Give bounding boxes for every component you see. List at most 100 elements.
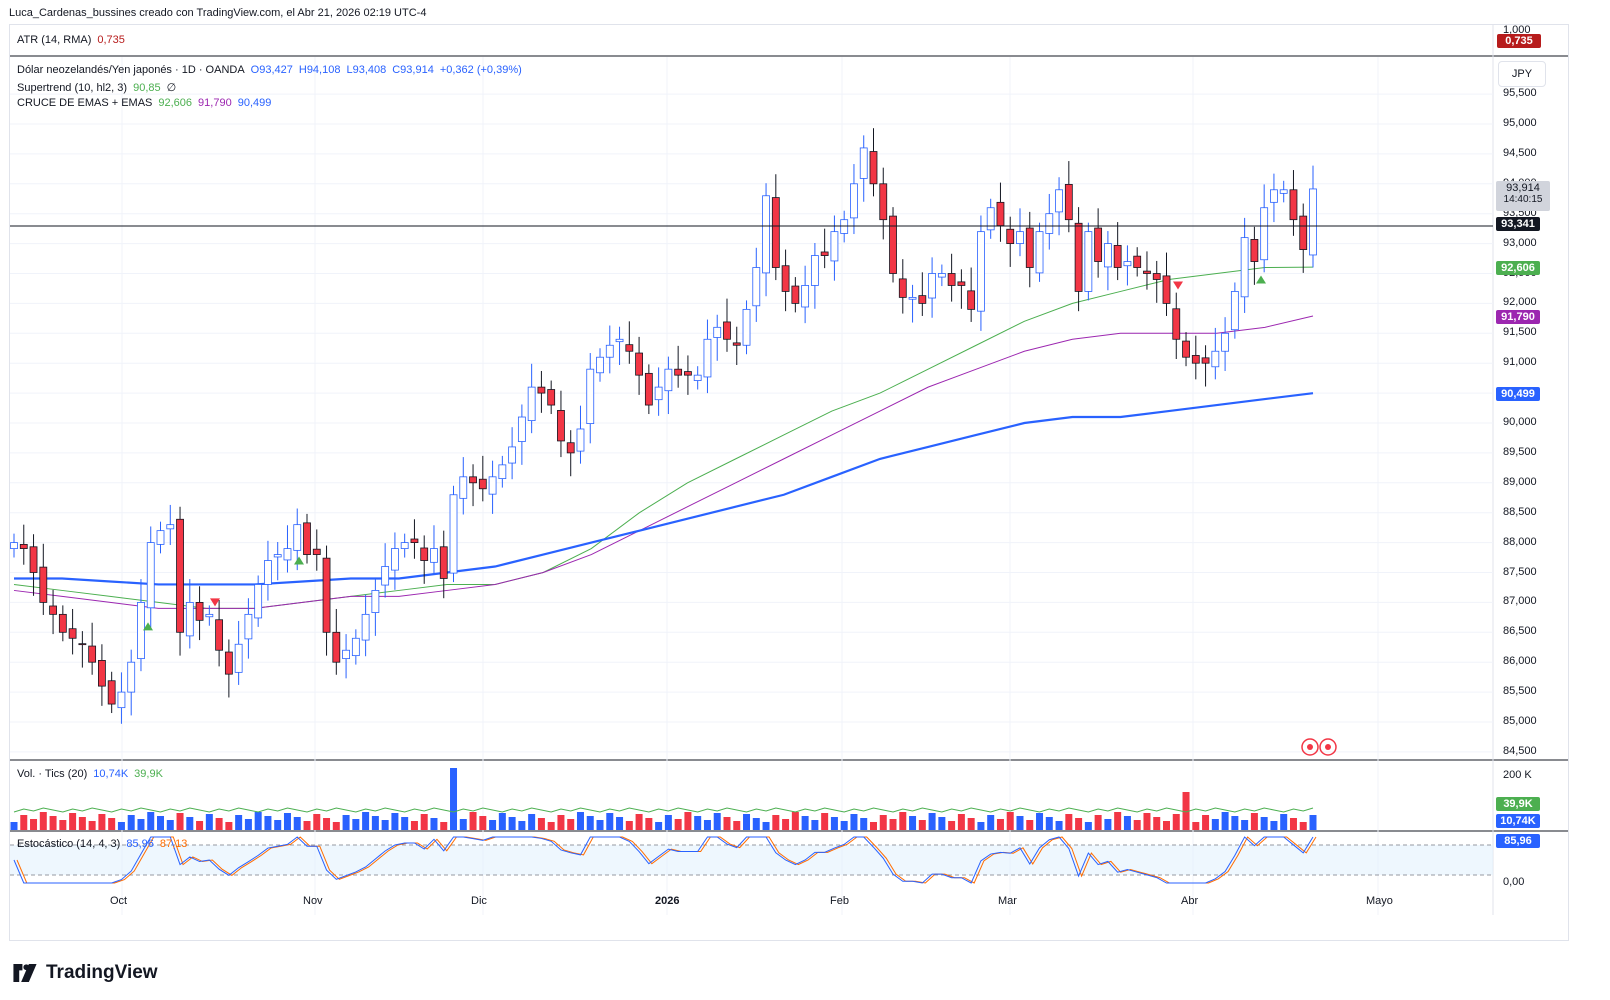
replay-icon[interactable] [1300, 737, 1340, 757]
volume-ma-line [13, 807, 1314, 813]
candle-body [1055, 189, 1063, 213]
price-tick-label: 88,000 [1503, 535, 1537, 548]
candle-body [644, 372, 653, 406]
volume-bar [1006, 812, 1014, 830]
ema-fast-line [13, 266, 1314, 609]
time-tick-label: 2026 [655, 895, 680, 907]
volume-bar [440, 822, 448, 830]
volume-bar [450, 768, 458, 830]
stochastic-legend[interactable]: Estocástico (14, 4, 3) 85,96 87,13 [17, 838, 193, 850]
candle-body [1133, 255, 1142, 268]
volume-bar [303, 821, 311, 830]
candle-body [400, 542, 409, 549]
candle-body [1191, 355, 1200, 364]
volume-bar [108, 818, 116, 830]
volume-bar [938, 817, 946, 830]
volume-bar [1026, 820, 1034, 830]
ema-fast-value: 92,606 [158, 97, 193, 109]
volume-axis-top: 200 K [1503, 769, 1532, 781]
chart-frame [9, 24, 1569, 941]
candle-body [869, 151, 878, 185]
volume-bar [1211, 819, 1219, 830]
price-tick-label: 95,500 [1503, 87, 1537, 100]
candle-body [449, 494, 458, 574]
price-tick-label: 91,000 [1503, 356, 1537, 369]
candle-body [586, 368, 595, 424]
supertrend-value: 90,85 [133, 82, 161, 94]
candle-body [469, 476, 477, 484]
candle-body [1299, 215, 1308, 250]
volume-bar [811, 820, 819, 830]
atr-tag: 0,735 [1497, 34, 1541, 48]
volume-bar [293, 817, 301, 830]
volume-bar [772, 815, 780, 830]
candle-body [1289, 189, 1298, 221]
volume-bar [547, 822, 555, 830]
countdown-timer: 14:40:15 [1503, 194, 1543, 205]
volume-bar [39, 812, 47, 830]
candle-body [205, 613, 214, 618]
volume-bar [616, 817, 624, 830]
last-price-tag: 93,914 14:40:15 [1496, 181, 1550, 211]
volume-bar [98, 814, 106, 830]
candle-body [517, 416, 526, 442]
volume-bar [1045, 817, 1053, 830]
candle-body [762, 195, 770, 274]
hline-price-tag: 93,341 [1496, 217, 1540, 231]
volume-bar [557, 815, 565, 830]
currency-button[interactable]: JPY [1498, 61, 1546, 87]
volume-bar [274, 820, 282, 830]
price-tick-label: 89,500 [1503, 445, 1537, 458]
volume-bar [586, 816, 594, 830]
candle-body [1035, 231, 1044, 274]
tradingview-logo[interactable]: TradingView [10, 962, 158, 984]
price-tick-label: 90,000 [1503, 416, 1537, 428]
volume-legend[interactable]: Vol. · Tics (20) 10,74K 39,9K [17, 768, 169, 780]
volume-bar [889, 819, 897, 830]
candle-body [478, 478, 487, 490]
volume-bar [1172, 814, 1180, 830]
stochastic-d: 87,13 [159, 838, 188, 850]
ohlc-high: H94,108 [298, 64, 341, 76]
candle-body [771, 197, 780, 268]
volume-bar [20, 815, 28, 830]
volume-bar [489, 820, 497, 830]
volume-bar [147, 812, 155, 830]
candle-body [254, 584, 263, 619]
stochastic-d-line [16, 836, 1317, 884]
candle-body [840, 219, 849, 234]
candle-body [566, 442, 575, 454]
emas-legend[interactable]: CRUCE DE EMAS + EMAS 92,606 91,790 90,499 [17, 97, 277, 109]
candle-body [1250, 239, 1259, 262]
supertrend-label: Supertrend (10, hl2, 3) [17, 82, 128, 94]
stochastic-k: 85,96 [126, 838, 154, 850]
atr-legend: ATR (14, RMA) 0,735 [17, 34, 131, 46]
volume-bar [948, 821, 956, 830]
stochastic-band [10, 845, 1493, 875]
volume-tag: 10,74K [1496, 814, 1540, 828]
candle-body [371, 590, 380, 613]
candle-body [508, 446, 517, 464]
volume-bar [518, 821, 526, 830]
supertrend-sell-marker [1173, 281, 1183, 290]
time-tick-label: Mayo [1366, 895, 1393, 907]
candle-body [234, 643, 243, 673]
volume-bar [1250, 813, 1258, 830]
candle-body [215, 619, 224, 651]
supertrend-extra: ∅ [166, 82, 177, 94]
volume-bar [49, 816, 57, 830]
candle-body [742, 308, 751, 346]
volume-bar [957, 814, 965, 830]
candle-body [244, 613, 253, 640]
volume-bar [703, 820, 711, 830]
volume-bar [127, 815, 135, 830]
volume-bar [59, 820, 67, 830]
volume-bar [479, 816, 487, 830]
price-tick-label: 84,500 [1503, 744, 1537, 757]
price-tick-label: 94,500 [1503, 146, 1537, 159]
symbol-legend[interactable]: Dólar neozelandés/Yen japonés · 1D · OAN… [17, 64, 528, 76]
supertrend-legend[interactable]: Supertrend (10, hl2, 3) 90,85 ∅ [17, 81, 182, 94]
volume-bar [235, 815, 243, 830]
candle-body [1094, 227, 1103, 262]
